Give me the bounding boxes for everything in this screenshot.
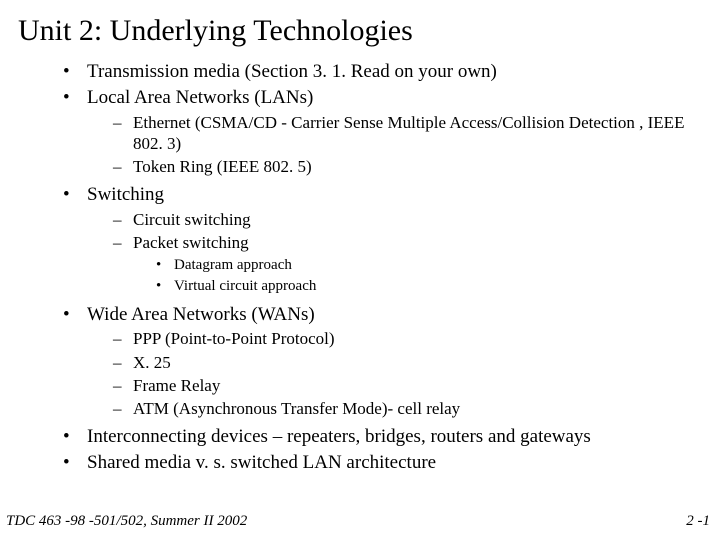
footer: TDC 463 -98 -501/502, Summer II 2002 2 -… xyxy=(6,513,710,530)
footer-right: 2 -1 xyxy=(686,513,710,530)
list-item: Token Ring (IEEE 802. 5) xyxy=(113,156,702,177)
list-item: ATM (Asynchronous Transfer Mode)- cell r… xyxy=(113,398,702,419)
list-item: Switching xyxy=(63,183,702,207)
bullet-list: Transmission media (Section 3. 1. Read o… xyxy=(18,60,702,475)
list-item: Wide Area Networks (WANs) xyxy=(63,303,702,327)
list-item: Frame Relay xyxy=(113,375,702,396)
slide: Unit 2: Underlying Technologies Transmis… xyxy=(0,0,720,540)
list-item: PPP (Point-to-Point Protocol) xyxy=(113,328,702,349)
list-item: Datagram approach xyxy=(156,256,702,276)
list-item: Virtual circuit approach xyxy=(156,277,702,297)
list-item: Circuit switching xyxy=(113,209,702,230)
list-item: Transmission media (Section 3. 1. Read o… xyxy=(63,60,702,84)
slide-title: Unit 2: Underlying Technologies xyxy=(18,14,702,48)
list-item: Shared media v. s. switched LAN architec… xyxy=(63,451,702,475)
list-item: X. 25 xyxy=(113,352,702,373)
list-item: Interconnecting devices – repeaters, bri… xyxy=(63,425,702,449)
list-item: Packet switching xyxy=(113,232,702,253)
list-item: Local Area Networks (LANs) xyxy=(63,86,702,110)
footer-left: TDC 463 -98 -501/502, Summer II 2002 xyxy=(6,513,247,529)
list-item: Ethernet (CSMA/CD - Carrier Sense Multip… xyxy=(113,112,702,155)
